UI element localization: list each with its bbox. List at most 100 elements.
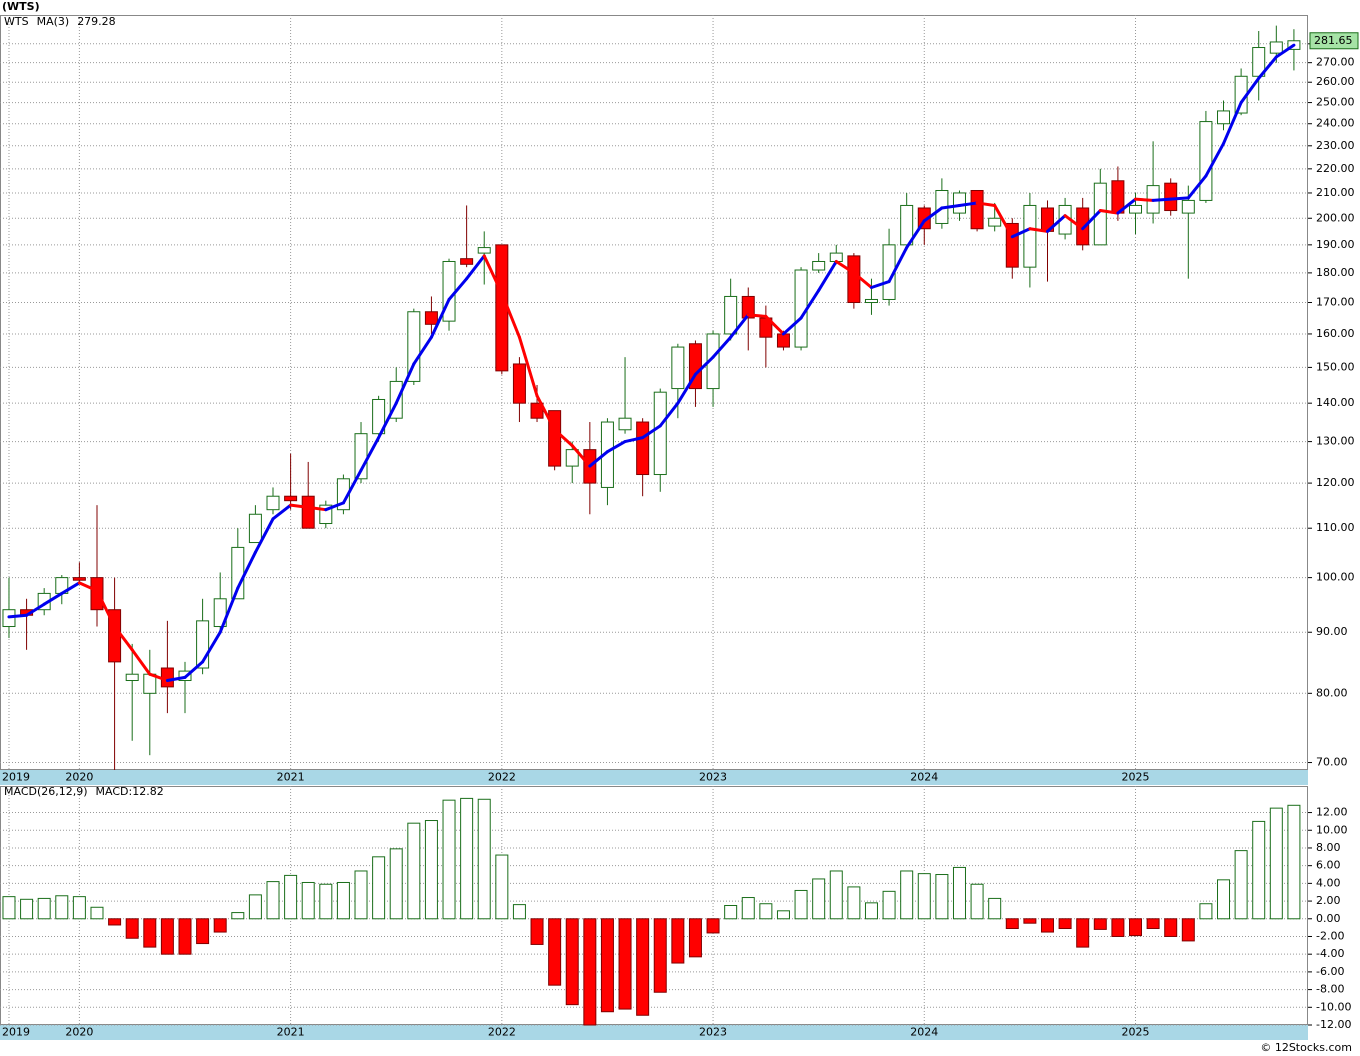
macd-bar (108, 918, 122, 926)
y-tick-label: 140.00 (1316, 396, 1355, 409)
ma-line (570, 444, 592, 468)
y-tick-label: -6.00 (1316, 965, 1344, 978)
ma-line (729, 313, 750, 339)
legend-ma: MA(3) (37, 15, 70, 28)
ma-line (1028, 227, 1049, 233)
macd-bar (460, 797, 474, 920)
macd-bar (1217, 879, 1231, 920)
ma-line (113, 625, 134, 652)
macd-bar (1093, 918, 1107, 930)
y-tick-label: -10.00 (1316, 1000, 1351, 1013)
y-tick-label: 120.00 (1316, 476, 1355, 489)
macd-bar (671, 918, 685, 964)
y-tick-label: -8.00 (1316, 983, 1344, 996)
candle-body (847, 255, 861, 304)
macd-bar (653, 918, 667, 993)
ma-line (253, 517, 275, 554)
macd-bar (864, 902, 878, 920)
ma-line (781, 316, 803, 336)
y-tick-label: 230.00 (1316, 139, 1355, 152)
macd-bar (1164, 918, 1178, 937)
x-tick-label: 2019 (2, 1026, 30, 1039)
candle-body (372, 398, 386, 435)
macd-bar (812, 878, 826, 920)
macd-bar (1129, 918, 1143, 937)
macd-bar (917, 873, 931, 920)
ma-line (465, 254, 486, 281)
candle-body (812, 260, 826, 271)
y-tick-label: 190.00 (1316, 238, 1355, 251)
ma-line (1186, 174, 1208, 200)
ma-line (1169, 196, 1190, 201)
macd-bar (794, 889, 808, 920)
x-tick-label: 2025 (1122, 1026, 1150, 1039)
year-strip (0, 770, 1308, 785)
y-tick-label: 10.00 (1316, 823, 1348, 836)
ma-line (535, 394, 557, 432)
candle-body (671, 346, 685, 390)
last-price-label: 281.65 (1314, 34, 1353, 47)
ma-line (1274, 43, 1296, 59)
ma-line (746, 313, 768, 318)
ma-line (1134, 197, 1155, 202)
ma-line (482, 254, 504, 295)
y-tick-label: 150.00 (1316, 360, 1355, 373)
ma-line (623, 436, 645, 444)
macd-bar (935, 874, 949, 920)
macd-bar (1111, 918, 1125, 937)
candle-body (1269, 41, 1283, 54)
y-tick-label: 8.00 (1316, 841, 1341, 854)
macd-bar (72, 896, 86, 920)
candle-body (248, 513, 262, 544)
candle-body (442, 260, 456, 322)
macd-bar (1146, 918, 1160, 930)
macd-bar (512, 904, 526, 920)
ma-line (605, 440, 627, 454)
y-tick-label: 250.00 (1316, 96, 1355, 109)
chart-title: (WTS) (2, 0, 40, 13)
x-tick-label: 2025 (1122, 771, 1150, 784)
macd-bar (583, 918, 597, 1026)
macd-bar (424, 820, 438, 920)
ma-line (324, 501, 345, 512)
candle-body (618, 417, 632, 431)
macd-bar (1040, 918, 1054, 933)
legend-ma-value: 279.28 (77, 15, 116, 28)
y-tick-label: 170.00 (1316, 296, 1355, 309)
candle-body (213, 598, 227, 628)
last-price-box (1309, 32, 1359, 50)
ma-line (993, 203, 1014, 239)
y-tick-label: 100.00 (1316, 571, 1355, 584)
ma-line (429, 297, 451, 339)
macd-bar (600, 918, 614, 1013)
macd-bar (477, 798, 491, 920)
macd-bar (495, 854, 509, 920)
ma-line (852, 271, 873, 289)
macd-bar (970, 883, 984, 920)
candle-body (724, 295, 738, 335)
macd-bar (618, 918, 632, 1010)
ma-line (957, 201, 979, 207)
candle-body (988, 217, 1002, 227)
candle-body (284, 495, 298, 502)
y-tick-label: 0.00 (1316, 912, 1341, 925)
y-tick-label: 70.00 (1316, 756, 1348, 769)
y-tick-label: 4.00 (1316, 876, 1341, 889)
candle-body (477, 247, 491, 254)
ma-line (1045, 214, 1067, 233)
legend-symbol: WTS (4, 15, 29, 28)
ma-line (1116, 197, 1138, 215)
ma-line (236, 550, 257, 590)
ma-line (394, 362, 416, 405)
ma-line (271, 503, 293, 521)
ma-line (1063, 214, 1085, 231)
y-tick-label: 110.00 (1316, 521, 1355, 534)
ma-line (148, 672, 169, 683)
ma-line (588, 450, 609, 468)
x-tick-label: 2020 (65, 1026, 93, 1039)
y-tick-label: 200.00 (1316, 211, 1355, 224)
ma-line (1257, 55, 1278, 80)
ma-line (517, 335, 539, 398)
ma-line (1010, 227, 1032, 239)
